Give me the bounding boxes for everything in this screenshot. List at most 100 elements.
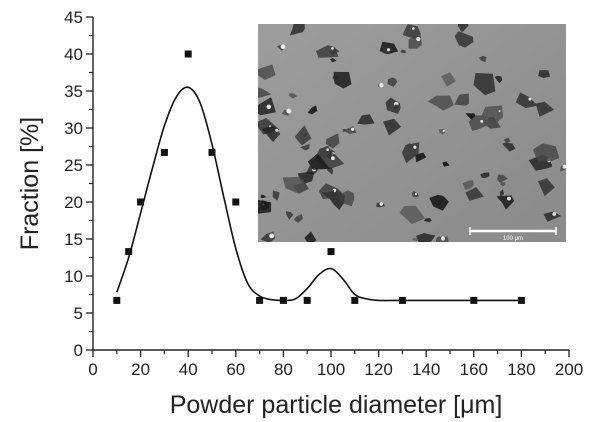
micrograph-highlight bbox=[331, 156, 335, 161]
data-point bbox=[184, 50, 192, 58]
x-tick-label: 120 bbox=[364, 360, 392, 379]
y-tick-label: 45 bbox=[64, 8, 83, 27]
y-tick-label: 10 bbox=[64, 267, 83, 286]
x-tick-label: 80 bbox=[274, 360, 293, 379]
data-point bbox=[208, 148, 216, 156]
micrograph-highlight bbox=[275, 128, 279, 132]
micrograph-highlight bbox=[326, 148, 329, 151]
x-tick-label: 160 bbox=[460, 360, 488, 379]
y-tick-label: 25 bbox=[64, 156, 83, 175]
micrograph-particle bbox=[400, 49, 406, 54]
micrograph-particle bbox=[282, 176, 307, 194]
micrograph-particle bbox=[427, 95, 454, 111]
x-tick-label: 20 bbox=[131, 360, 150, 379]
micrograph-highlight bbox=[412, 27, 415, 30]
micrograph-particle bbox=[402, 24, 421, 39]
micrograph-particle bbox=[441, 72, 456, 87]
data-point bbox=[327, 248, 335, 256]
micrograph-particle bbox=[494, 75, 503, 84]
micrograph-particle bbox=[468, 115, 490, 131]
micrograph-particle bbox=[330, 57, 337, 63]
micrograph-highlight bbox=[498, 110, 501, 113]
micrograph-particle bbox=[289, 24, 305, 36]
y-tick-label: 20 bbox=[64, 193, 83, 212]
micrograph-particle bbox=[423, 218, 432, 223]
data-point bbox=[517, 296, 525, 304]
micrograph-particle bbox=[473, 73, 496, 96]
micrograph-particle bbox=[454, 31, 474, 48]
micrograph-particle bbox=[294, 125, 312, 146]
micrograph-particle bbox=[415, 233, 436, 242]
micrograph-particle bbox=[260, 199, 269, 210]
micrograph-particle bbox=[304, 231, 317, 242]
micrograph-particle bbox=[484, 116, 501, 129]
micrograph-particle bbox=[272, 190, 280, 201]
x-tick-label: 40 bbox=[179, 360, 198, 379]
micrograph-particle bbox=[399, 205, 426, 225]
micrograph-particle bbox=[258, 87, 272, 98]
micrograph-particle bbox=[462, 180, 474, 190]
micrograph-highlight bbox=[440, 236, 446, 241]
x-tick-label: 140 bbox=[412, 360, 440, 379]
micrograph-particle bbox=[383, 118, 402, 136]
micrograph-particle bbox=[387, 77, 398, 87]
micrograph-particle bbox=[333, 71, 352, 89]
y-tick-label: 0 bbox=[74, 341, 83, 360]
micrograph-particle bbox=[499, 182, 506, 187]
micrograph-particle bbox=[442, 161, 450, 167]
micrograph-highlight bbox=[414, 193, 417, 196]
data-point bbox=[256, 296, 264, 304]
micrograph-highlight bbox=[562, 164, 566, 169]
micrograph-highlight bbox=[266, 104, 272, 110]
micrograph-highlight bbox=[351, 127, 355, 131]
data-point bbox=[232, 198, 240, 206]
y-tick-label: 40 bbox=[64, 45, 83, 64]
data-point bbox=[351, 296, 359, 304]
micrograph-particle bbox=[307, 153, 330, 170]
micrograph-highlight bbox=[442, 129, 445, 133]
micrograph-highlight bbox=[528, 97, 532, 101]
micrograph-particle bbox=[260, 194, 267, 199]
micrograph-particle bbox=[393, 104, 399, 110]
micrograph-particle bbox=[503, 137, 511, 143]
micrograph-particle bbox=[465, 187, 484, 201]
micrograph-particle bbox=[300, 143, 310, 151]
micrograph-particle bbox=[322, 189, 335, 200]
data-markers-layer bbox=[113, 50, 525, 304]
micrograph-inset: 100 μm bbox=[258, 22, 566, 242]
micrograph-highlight bbox=[552, 212, 557, 216]
micrograph-highlight bbox=[465, 22, 467, 24]
micrograph-particle bbox=[258, 64, 276, 80]
micrograph-highlight bbox=[280, 44, 286, 50]
scale-bar: 100 μm bbox=[469, 227, 557, 242]
x-tick-label: 60 bbox=[226, 360, 245, 379]
data-point bbox=[470, 296, 478, 304]
micrograph-highlight bbox=[379, 83, 384, 88]
data-point bbox=[398, 296, 406, 304]
micrograph-highlight bbox=[480, 120, 484, 123]
micrograph-highlight bbox=[269, 233, 275, 239]
micrograph-particle bbox=[429, 194, 449, 211]
micrograph-particle bbox=[288, 93, 298, 99]
micrograph-highlight bbox=[286, 108, 292, 114]
micrograph-particle bbox=[286, 211, 294, 220]
y-axis-title: Fraction [%] bbox=[16, 117, 44, 250]
micrograph-highlight bbox=[379, 202, 383, 206]
micrograph-highlight bbox=[416, 36, 421, 42]
y-tick-label: 5 bbox=[74, 304, 83, 323]
micrograph-particle bbox=[533, 143, 560, 162]
data-point bbox=[125, 248, 133, 256]
x-tick-label: 180 bbox=[507, 360, 535, 379]
micrograph-particle bbox=[535, 101, 555, 117]
data-point bbox=[113, 296, 121, 304]
data-point bbox=[160, 148, 168, 156]
x-tick-label: 100 bbox=[317, 360, 345, 379]
scale-bar-label: 100 μm bbox=[503, 236, 523, 242]
micrograph-particle bbox=[499, 189, 505, 197]
micrograph-particle bbox=[538, 178, 555, 197]
micrograph-background bbox=[258, 24, 566, 242]
micrograph-particle bbox=[454, 93, 470, 106]
axes-layer: 0 20 40 60 80 100 120 140 160 180 200 0 5 10 15 20 25 30 3… bbox=[64, 8, 583, 379]
micrograph-particles bbox=[258, 22, 566, 242]
